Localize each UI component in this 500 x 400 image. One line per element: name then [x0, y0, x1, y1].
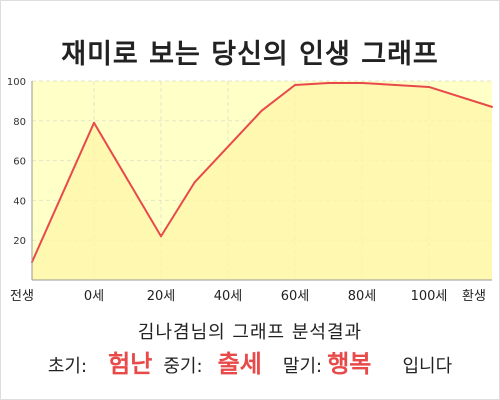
result-suffix: 입니다 [402, 356, 453, 377]
x-tick-label: 40세 [214, 289, 243, 304]
early-value: 험난 [108, 350, 153, 378]
mid-value: 출세 [217, 350, 262, 378]
x-tick-label: 환생 [462, 289, 486, 304]
y-tick-label: 20 [13, 236, 26, 247]
x-tick-label: 20세 [147, 289, 176, 304]
analysis-result: 초기: 험난 중기: 출세 말기: 행복 입니다 [0, 344, 500, 384]
life-graph-chart: 20 40 60 80 100 전생 0세 20세 40세 60세 80세 100세 환생 [7, 77, 493, 304]
data-point [260, 109, 263, 112]
data-point [294, 83, 296, 86]
y-tick-label: 80 [13, 117, 26, 128]
x-tick-label: 60세 [281, 289, 310, 304]
data-point [327, 81, 330, 84]
x-tick-label: 0세 [84, 289, 104, 304]
x-tick-label: 100세 [411, 289, 448, 304]
y-tick-label: 100 [7, 77, 26, 88]
data-point [428, 85, 430, 88]
data-point [193, 181, 196, 184]
data-point [160, 235, 162, 238]
life-series-line [31, 81, 493, 263]
analysis-subtitle: 김나겸님의 그래프 분석결과 [137, 322, 363, 343]
late-label: 말기: [282, 356, 323, 377]
page-title: 재미로 보는 당신의 인생 그래프 [61, 39, 439, 70]
mid-label: 중기: [163, 356, 203, 377]
x-tick-label: 전생 [10, 289, 34, 304]
late-value: 행복 [327, 350, 372, 378]
y-tick-label: 40 [13, 196, 26, 207]
data-point [93, 121, 95, 124]
x-tick-label: 80세 [348, 289, 377, 304]
data-point [361, 81, 363, 84]
life-area-fill [32, 82, 492, 281]
data-point [491, 105, 493, 108]
y-tick-label: 60 [13, 157, 26, 168]
early-label: 초기: [47, 356, 88, 377]
